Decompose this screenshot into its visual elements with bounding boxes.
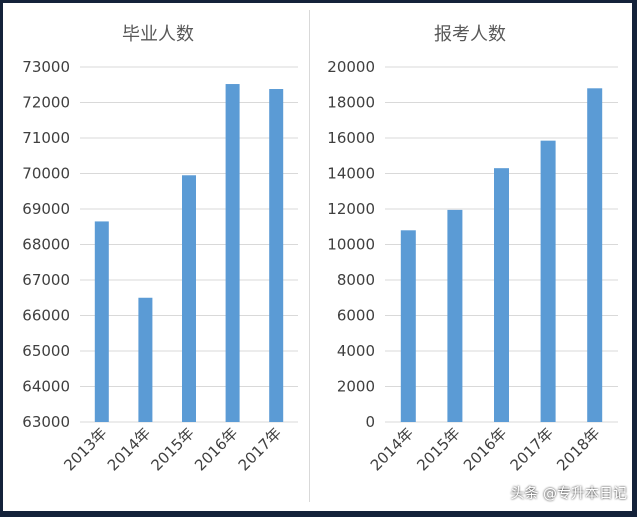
chart-2-bar [447,209,463,422]
chart-2-x-tick-label: 2016年 [460,424,510,474]
watermark: 头条 @专升本日记 [490,483,627,503]
chart-2-bar [494,168,509,422]
chart-2-bar [400,230,416,422]
chart-1-y-tick-label: 69000 [22,200,70,218]
chart-2-y-tick-label: 18000 [327,94,375,112]
chart-2-x-tick-label: 2014年 [367,424,417,474]
panel-divider [309,10,310,502]
chart-1-x-tick-label: 2015年 [147,424,197,474]
chart-1-x-tick-label: 2014年 [104,424,154,474]
chart-2-y-tick-label: 14000 [327,165,375,183]
chart-1-y-tick-label: 73000 [22,58,70,76]
chart-2-y-tick-label: 16000 [327,129,375,147]
chart-1-x-tick-label: 2013年 [60,424,110,474]
chart-1-y-tick-label: 63000 [22,413,70,431]
chart-2-y-tick-label: 0 [365,413,375,431]
chart-2-y-tick-label: 8000 [337,271,375,289]
chart-2-x-tick-label: 2015年 [413,424,463,474]
chart-2-bar [587,88,603,423]
chart-2-title: 报考人数 [434,24,506,45]
chart-1-y-tick-label: 68000 [22,236,70,254]
chart-2-bar [540,140,556,422]
chart-1-y-tick-label: 66000 [22,307,70,325]
chart-1-bar [225,84,240,422]
chart-2-x-tick-label: 2017年 [507,424,557,474]
chart-1-title: 毕业人数 [122,24,194,45]
chart-2-y-tick-label: 4000 [337,342,375,360]
chart-2-y-tick-label: 6000 [337,307,375,325]
chart-2-y-tick-label: 2000 [337,378,375,396]
watermark-text: 头条 @专升本日记 [510,486,627,502]
chart-1-y-tick-label: 72000 [22,94,70,112]
chart-1-bar [94,221,109,422]
chart-1-y-tick-label: 65000 [22,342,70,360]
chart-1-bar [269,89,284,422]
chart-1-bar [182,175,196,422]
toutiao-logo-icon [490,485,507,501]
chart-1-y-tick-label: 70000 [22,165,70,183]
chart-1-y-tick-label: 71000 [22,129,70,147]
chart-1-x-tick-label: 2017年 [235,424,285,474]
chart-2-x-tick-label: 2018年 [553,424,603,474]
chart-1-bar [138,297,153,422]
chart-1-y-tick-label: 64000 [22,378,70,396]
chart-1-x-tick-label: 2016年 [191,424,241,474]
chart-2-y-tick-label: 20000 [327,58,375,76]
chart-2-y-tick-label: 12000 [327,200,375,218]
chart-2-y-tick-label: 10000 [327,236,375,254]
chart-1-y-tick-label: 67000 [22,271,70,289]
